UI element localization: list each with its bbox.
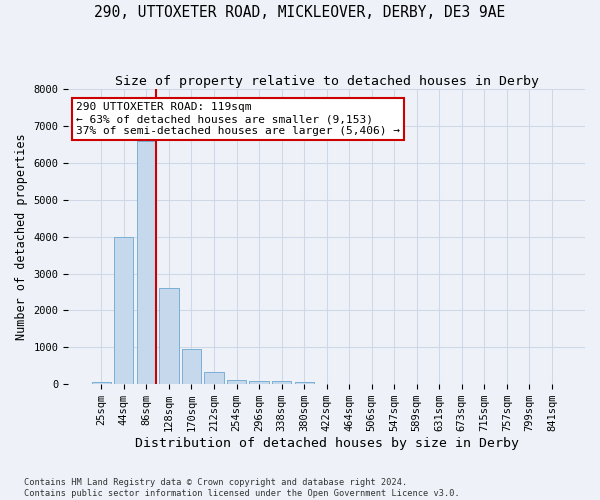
Bar <box>227 380 246 384</box>
Text: Contains HM Land Registry data © Crown copyright and database right 2024.
Contai: Contains HM Land Registry data © Crown c… <box>24 478 460 498</box>
Bar <box>114 236 133 384</box>
Bar <box>205 372 224 384</box>
X-axis label: Distribution of detached houses by size in Derby: Distribution of detached houses by size … <box>134 437 518 450</box>
Bar <box>137 141 156 384</box>
Text: 290 UTTOXETER ROAD: 119sqm
← 63% of detached houses are smaller (9,153)
37% of s: 290 UTTOXETER ROAD: 119sqm ← 63% of deta… <box>76 102 400 136</box>
Bar <box>182 349 201 384</box>
Bar <box>250 380 269 384</box>
Bar <box>272 382 291 384</box>
Bar <box>295 382 314 384</box>
Y-axis label: Number of detached properties: Number of detached properties <box>15 134 28 340</box>
Bar <box>92 382 111 384</box>
Text: 290, UTTOXETER ROAD, MICKLEOVER, DERBY, DE3 9AE: 290, UTTOXETER ROAD, MICKLEOVER, DERBY, … <box>94 5 506 20</box>
Title: Size of property relative to detached houses in Derby: Size of property relative to detached ho… <box>115 75 539 88</box>
Bar <box>160 288 179 384</box>
